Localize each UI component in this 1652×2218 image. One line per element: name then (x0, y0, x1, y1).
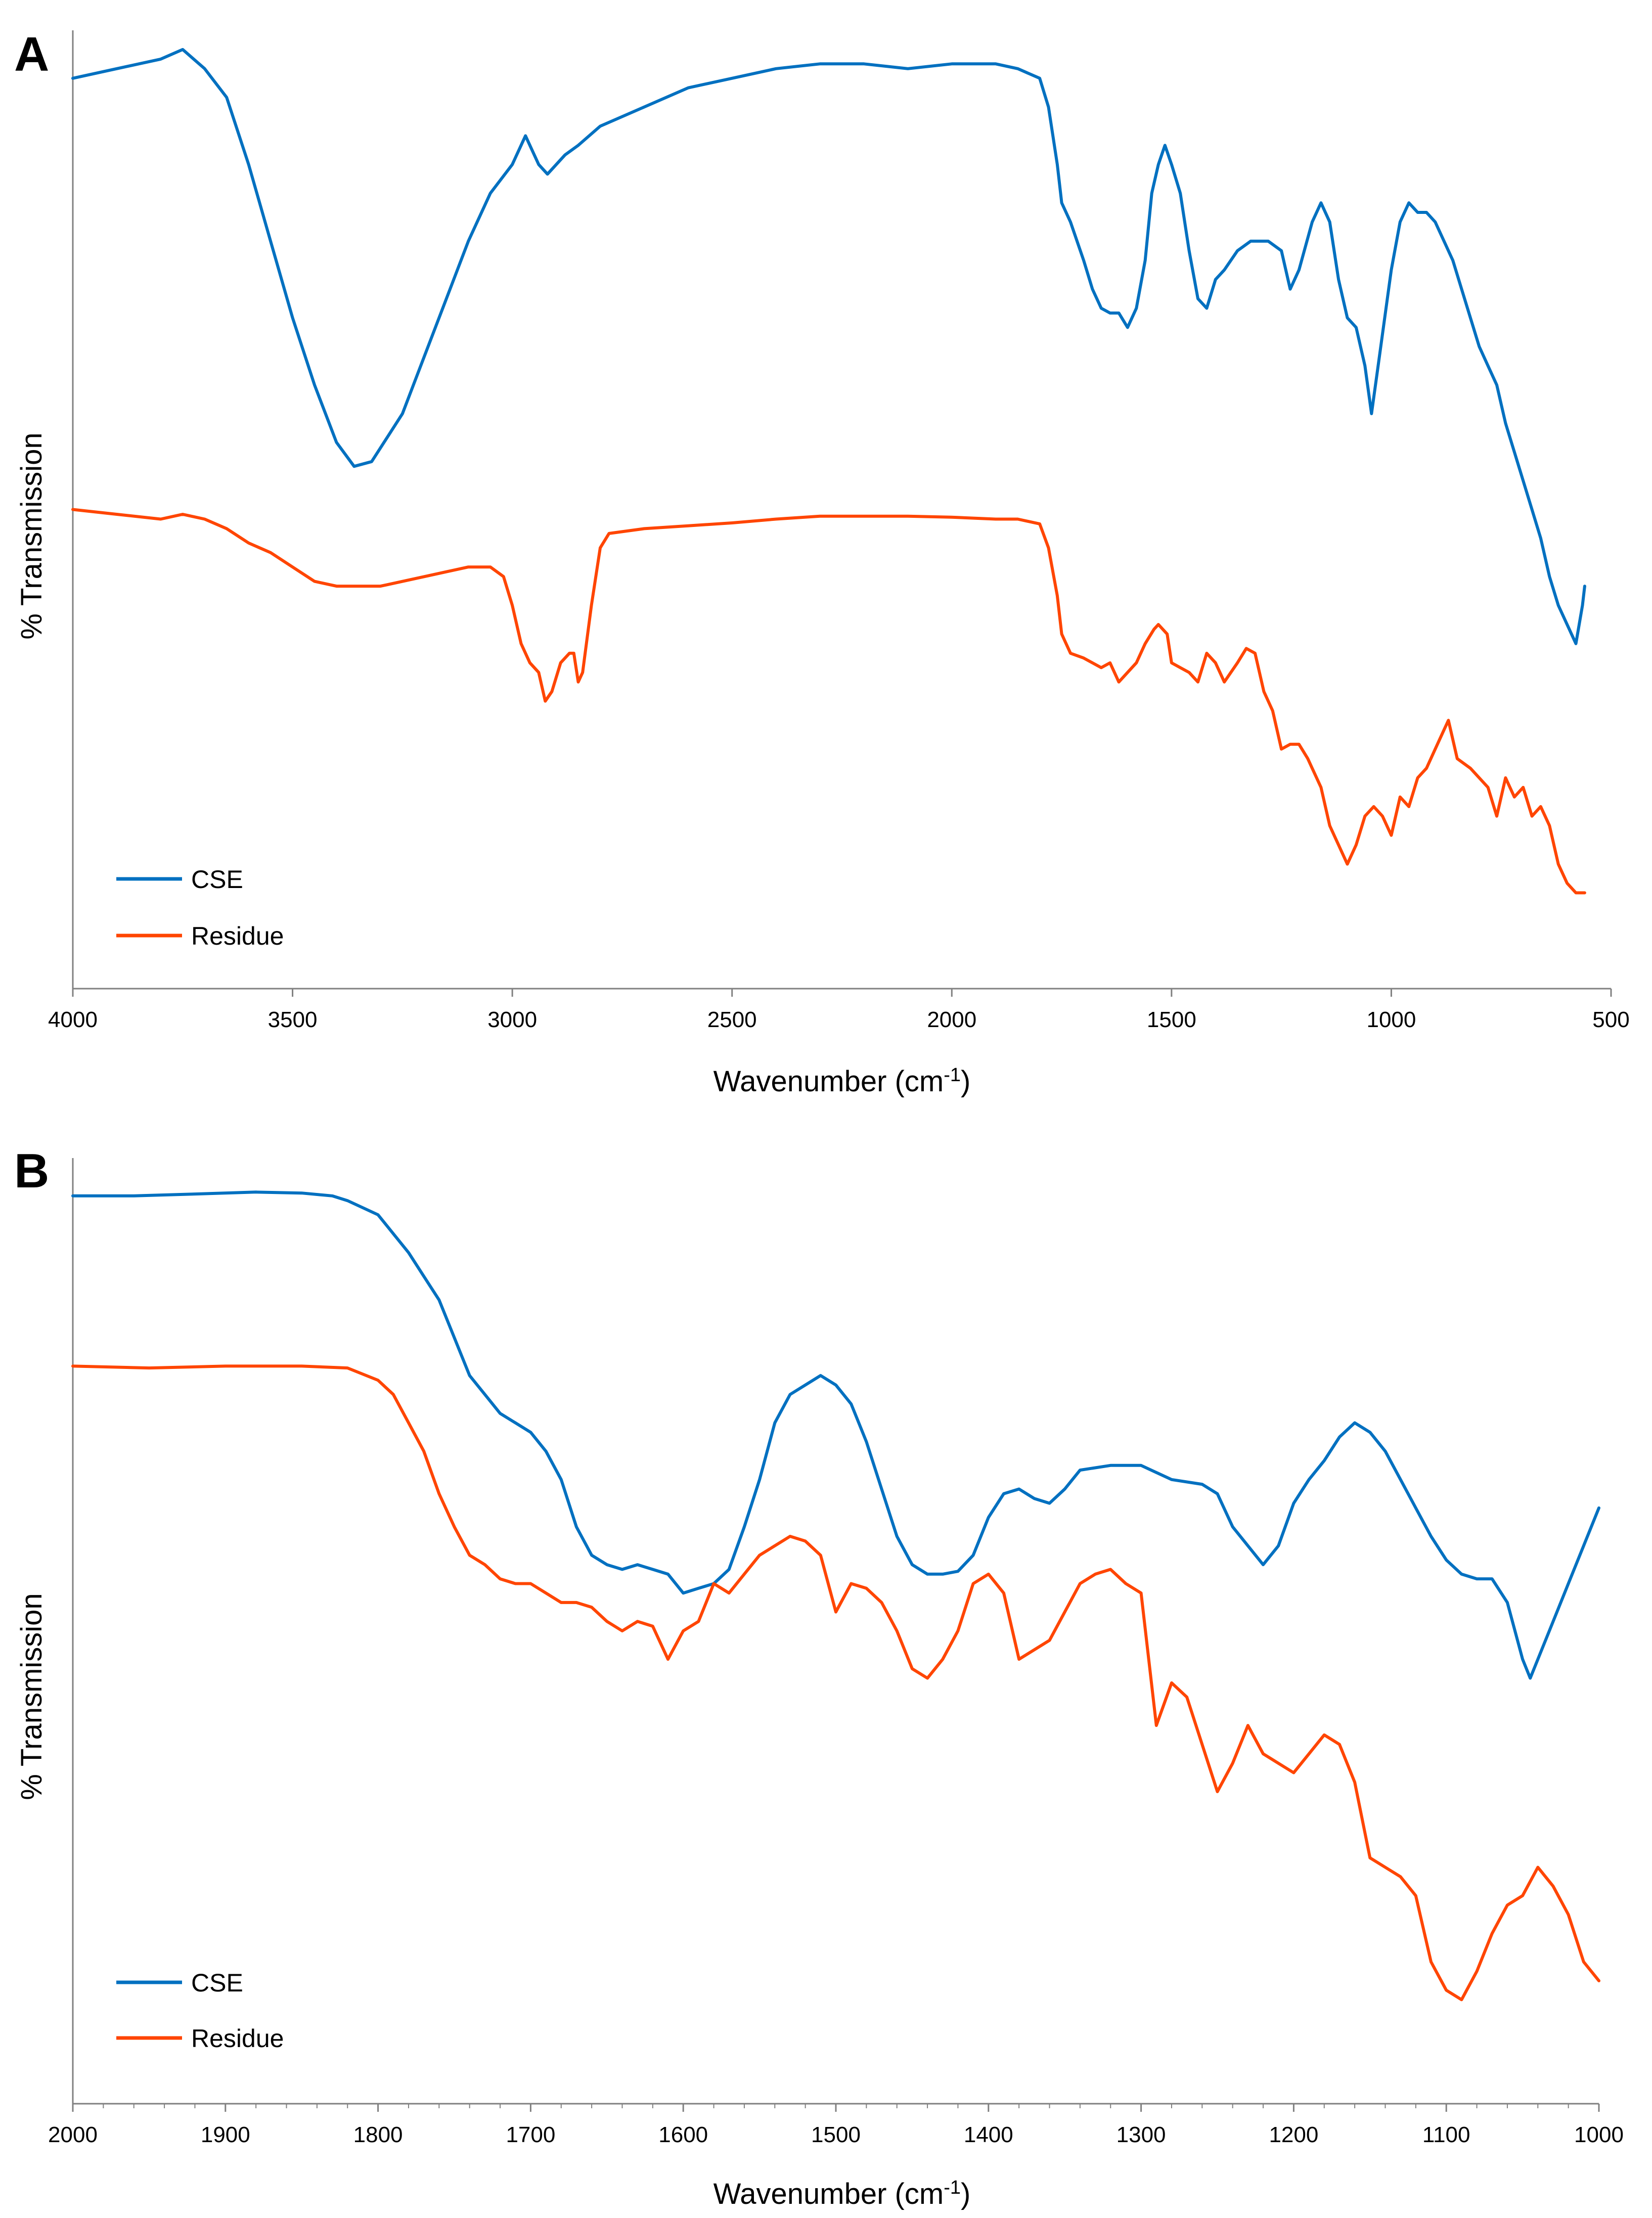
x-tick-label-a-2500: 2500 (707, 1007, 757, 1032)
x-tick-label-a-4000: 4000 (48, 1007, 98, 1032)
x-tick-label-b-1200: 1200 (1269, 2122, 1318, 2147)
legend-label-residue-b: Residue (191, 2024, 284, 2053)
x-axis-title-a-text: Wavenumber (cm (713, 1065, 944, 1098)
y-axis-title-a: % Transmission (15, 432, 48, 639)
x-ticks-b: 2000 1900 1800 1700 1600 1500 1400 1300 1200 1100… (48, 2104, 1624, 2147)
x-axis-title-a-sup: -1 (944, 1064, 961, 1086)
x-tick-label-b-1800: 1800 (353, 2122, 403, 2147)
x-tick-label-b-1300: 1300 (1117, 2122, 1166, 2147)
legend-label-cse-a: CSE (191, 865, 243, 894)
legend-label-cse-b: CSE (191, 1969, 243, 1997)
x-axis-title-b-sup: -1 (944, 2177, 961, 2198)
x-tick-label-a-1500: 1500 (1147, 1007, 1196, 1032)
x-tick-label-b-1100: 1100 (1422, 2122, 1470, 2147)
panel-a: A % Transmission 4000 3500 3000 2500 2000 150… (14, 27, 1630, 1098)
panel-label-a: A (14, 27, 49, 81)
x-tick-label-a-3000: 3000 (487, 1007, 537, 1032)
x-tick-label-a-500: 500 (1592, 1007, 1629, 1032)
series-line-residue-a (71, 508, 1586, 895)
x-tick-label-a-2000: 2000 (927, 1007, 976, 1032)
panel-label-b: B (14, 1144, 49, 1198)
x-tick-label-b-2000: 2000 (48, 2122, 98, 2147)
legend-b: CSE Residue (116, 1969, 284, 2053)
x-tick-label-b-1400: 1400 (964, 2122, 1013, 2147)
x-tick-label-b-1000: 1000 (1574, 2122, 1624, 2147)
x-ticks-a: 4000 3500 3000 2500 2000 1500 1000 500 (48, 989, 1630, 1032)
x-tick-label-b-1700: 1700 (506, 2122, 555, 2147)
x-axis-title-b-end: ) (961, 2178, 970, 2210)
x-tick-label-b-1600: 1600 (658, 2122, 708, 2147)
x-axis-title-b: Wavenumber (cm-1) (713, 2177, 971, 2210)
legend-label-residue-a: Residue (191, 922, 284, 950)
x-tick-label-a-3500: 3500 (268, 1007, 318, 1032)
x-axis-title-a: Wavenumber (cm-1) (713, 1064, 971, 1098)
y-axis-title-b: % Transmission (15, 1593, 48, 1800)
x-tick-label-b-1500: 1500 (811, 2122, 861, 2147)
series-line-residue-b (71, 1364, 1600, 2002)
series-group-b (71, 1190, 1600, 2002)
series-line-cse-b (71, 1190, 1600, 1680)
legend-a: CSE Residue (116, 865, 284, 950)
series-group-a (71, 48, 1586, 895)
x-axis-title-a-end: ) (961, 1065, 970, 1098)
x-axis-title-b-text: Wavenumber (cm (713, 2178, 944, 2210)
x-tick-label-b-1900: 1900 (201, 2122, 250, 2147)
series-line-cse-a (71, 48, 1586, 645)
panel-b: B % Transmission 2000 1900 1800 1700 1600 150… (14, 1144, 1624, 2210)
x-tick-label-a-1000: 1000 (1366, 1007, 1416, 1032)
